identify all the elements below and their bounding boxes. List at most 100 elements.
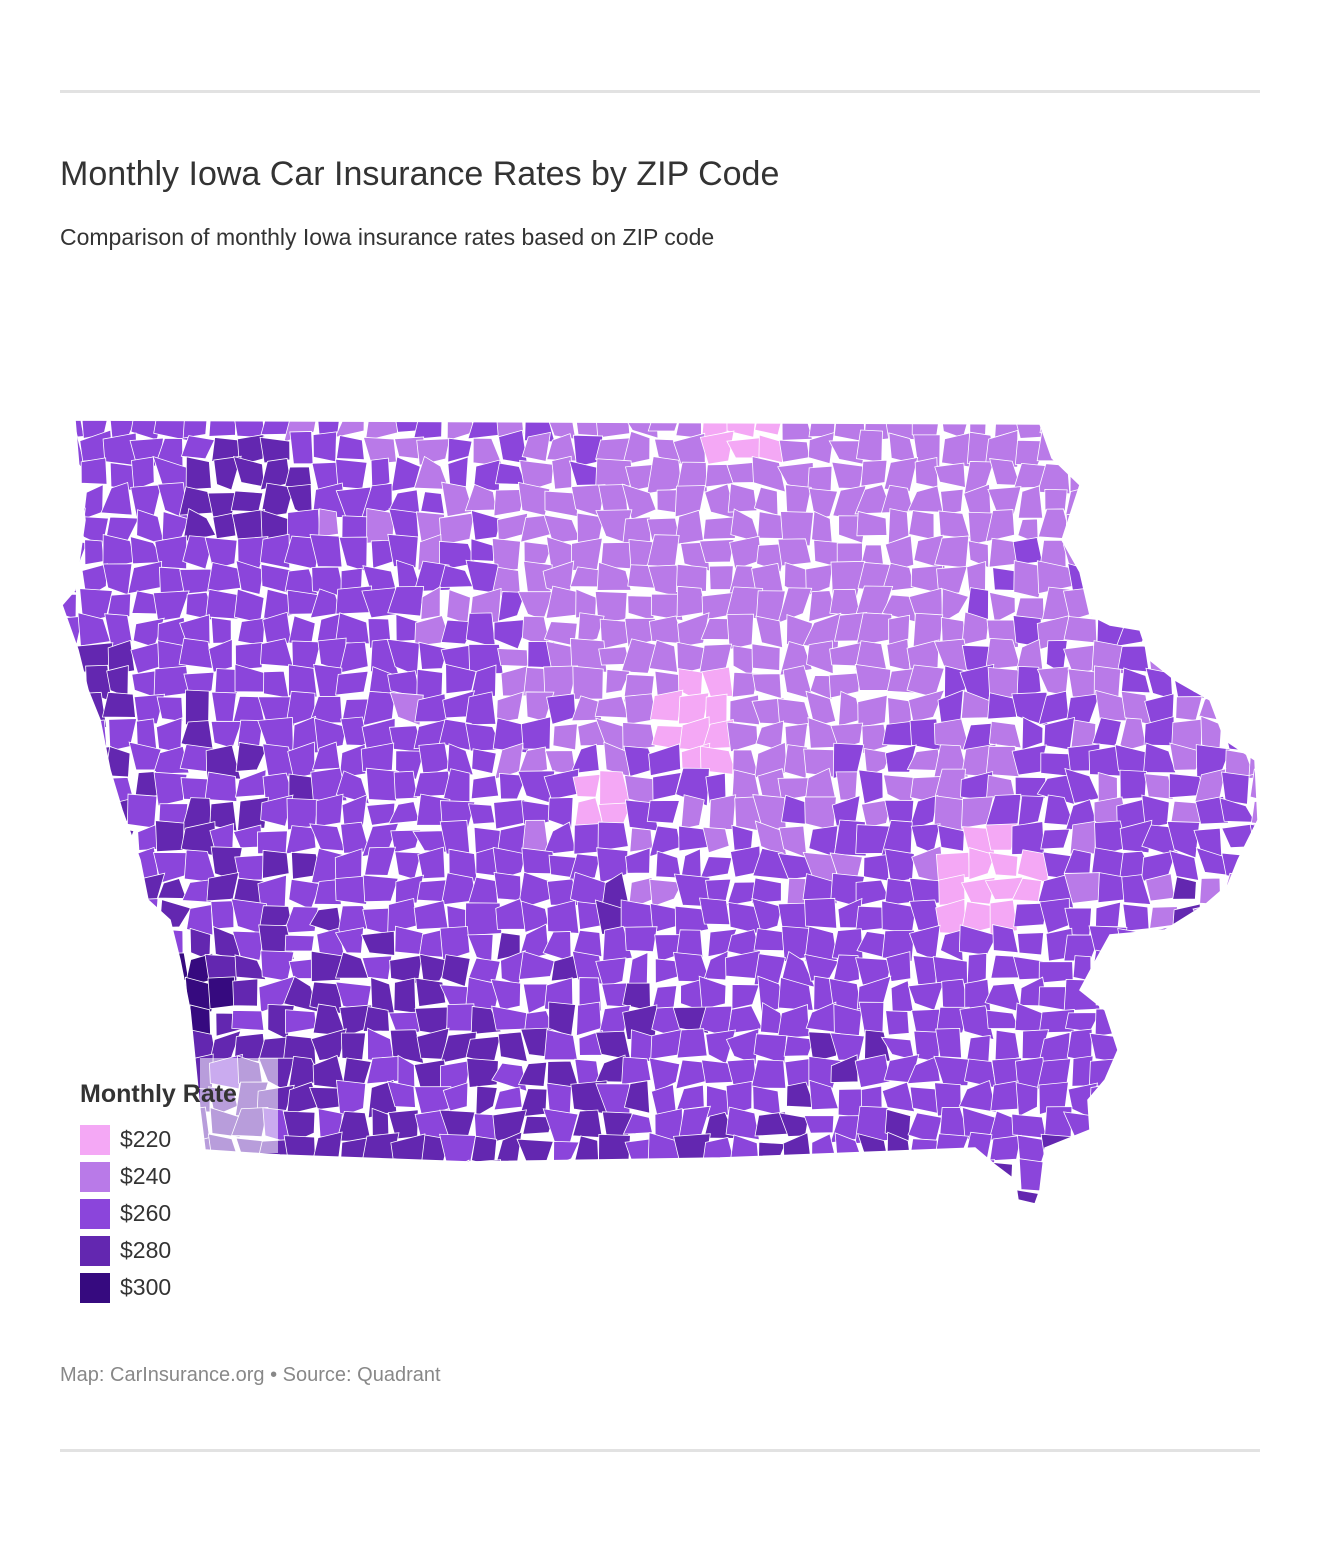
zip-region bbox=[752, 673, 782, 700]
zip-region bbox=[908, 1162, 939, 1195]
zip-region bbox=[1062, 539, 1097, 568]
zip-region bbox=[571, 929, 603, 959]
zip-region bbox=[311, 1185, 347, 1204]
zip-region bbox=[498, 429, 528, 465]
zip-region bbox=[698, 975, 727, 1010]
zip-region bbox=[1118, 1079, 1148, 1116]
zip-region bbox=[595, 957, 627, 988]
zip-region bbox=[1201, 1031, 1229, 1066]
zip-region bbox=[622, 430, 651, 466]
zip-region bbox=[675, 1158, 702, 1192]
zip-region bbox=[1221, 771, 1250, 805]
zip-region bbox=[520, 1186, 555, 1204]
zip-region bbox=[1143, 1056, 1178, 1090]
zip-region bbox=[730, 508, 761, 544]
zip-region bbox=[1141, 794, 1170, 829]
top-divider bbox=[60, 90, 1260, 93]
zip-region bbox=[106, 1033, 132, 1062]
zip-region bbox=[85, 1003, 112, 1040]
zip-region bbox=[910, 1184, 943, 1204]
zip-region bbox=[1116, 485, 1146, 519]
zip-region bbox=[1167, 1190, 1201, 1204]
zip-region bbox=[860, 798, 893, 829]
zip-region bbox=[726, 436, 764, 459]
zip-region bbox=[311, 1158, 344, 1187]
zip-region bbox=[1118, 1034, 1148, 1060]
zip-region bbox=[605, 669, 631, 694]
zip-region bbox=[856, 510, 888, 537]
zip-region bbox=[106, 979, 139, 1006]
zip-region bbox=[233, 420, 266, 439]
zip-region bbox=[1219, 1165, 1256, 1185]
zip-region bbox=[907, 794, 939, 832]
zip-region bbox=[1117, 955, 1154, 987]
zip-region bbox=[499, 772, 528, 800]
zip-region bbox=[576, 1001, 602, 1037]
zip-region bbox=[1015, 597, 1045, 621]
zip-region bbox=[233, 1188, 268, 1204]
zip-region bbox=[1246, 872, 1258, 907]
zip-region bbox=[419, 953, 452, 983]
zip-region bbox=[1245, 979, 1258, 1010]
zip-region bbox=[475, 1085, 498, 1118]
zip-region bbox=[966, 952, 988, 985]
zip-region bbox=[835, 771, 858, 801]
zip-region bbox=[994, 1029, 1020, 1063]
zip-region bbox=[441, 481, 474, 517]
zip-region bbox=[1121, 455, 1150, 490]
zip-region bbox=[62, 507, 86, 542]
zip-region bbox=[674, 485, 706, 518]
zip-region bbox=[464, 691, 497, 726]
zip-region bbox=[804, 796, 837, 832]
zip-region bbox=[1088, 1134, 1124, 1166]
zip-region bbox=[881, 1188, 918, 1204]
legend-swatch-240 bbox=[80, 1161, 110, 1192]
zip-region bbox=[1117, 645, 1150, 673]
zip-region bbox=[828, 672, 860, 699]
zip-region bbox=[622, 1113, 653, 1135]
zip-region bbox=[750, 1059, 787, 1089]
zip-region bbox=[858, 769, 884, 805]
zip-region bbox=[467, 803, 496, 825]
zip-region bbox=[646, 800, 680, 824]
zip-region bbox=[1147, 461, 1176, 486]
zip-region bbox=[1095, 460, 1127, 493]
zip-region bbox=[313, 879, 342, 905]
zip-region bbox=[446, 589, 471, 625]
zip-region bbox=[153, 771, 188, 807]
zip-region bbox=[62, 1001, 83, 1038]
zip-region bbox=[1222, 614, 1253, 641]
zip-region bbox=[1121, 534, 1148, 572]
zip-region bbox=[1040, 828, 1071, 850]
zip-region bbox=[855, 429, 883, 463]
zip-region bbox=[1200, 491, 1231, 519]
zip-region bbox=[1249, 1111, 1258, 1144]
zip-region bbox=[804, 897, 838, 929]
zip-region bbox=[1219, 592, 1257, 621]
zip-region bbox=[263, 1160, 289, 1195]
zip-region bbox=[210, 900, 235, 930]
zip-region bbox=[622, 722, 656, 752]
zip-region bbox=[571, 537, 603, 571]
zip-region bbox=[470, 509, 502, 541]
zip-region bbox=[232, 978, 259, 1007]
zip-region bbox=[153, 665, 191, 699]
zip-region bbox=[1142, 1158, 1173, 1197]
zip-region bbox=[1014, 1002, 1044, 1033]
zip-region bbox=[204, 771, 238, 802]
zip-region bbox=[1141, 1006, 1179, 1034]
zip-region bbox=[439, 926, 471, 962]
zip-region bbox=[546, 1162, 578, 1189]
zip-region bbox=[577, 612, 605, 646]
legend-item-220: $220 bbox=[80, 1121, 237, 1158]
bottom-divider bbox=[60, 1449, 1260, 1452]
zip-region bbox=[83, 824, 107, 859]
zip-region bbox=[987, 1192, 1016, 1204]
zip-region bbox=[494, 1194, 530, 1204]
zip-region bbox=[1218, 1081, 1253, 1116]
zip-region bbox=[62, 689, 81, 727]
zip-region bbox=[649, 689, 684, 722]
zip-region bbox=[675, 563, 708, 592]
zip-region bbox=[1089, 431, 1128, 468]
